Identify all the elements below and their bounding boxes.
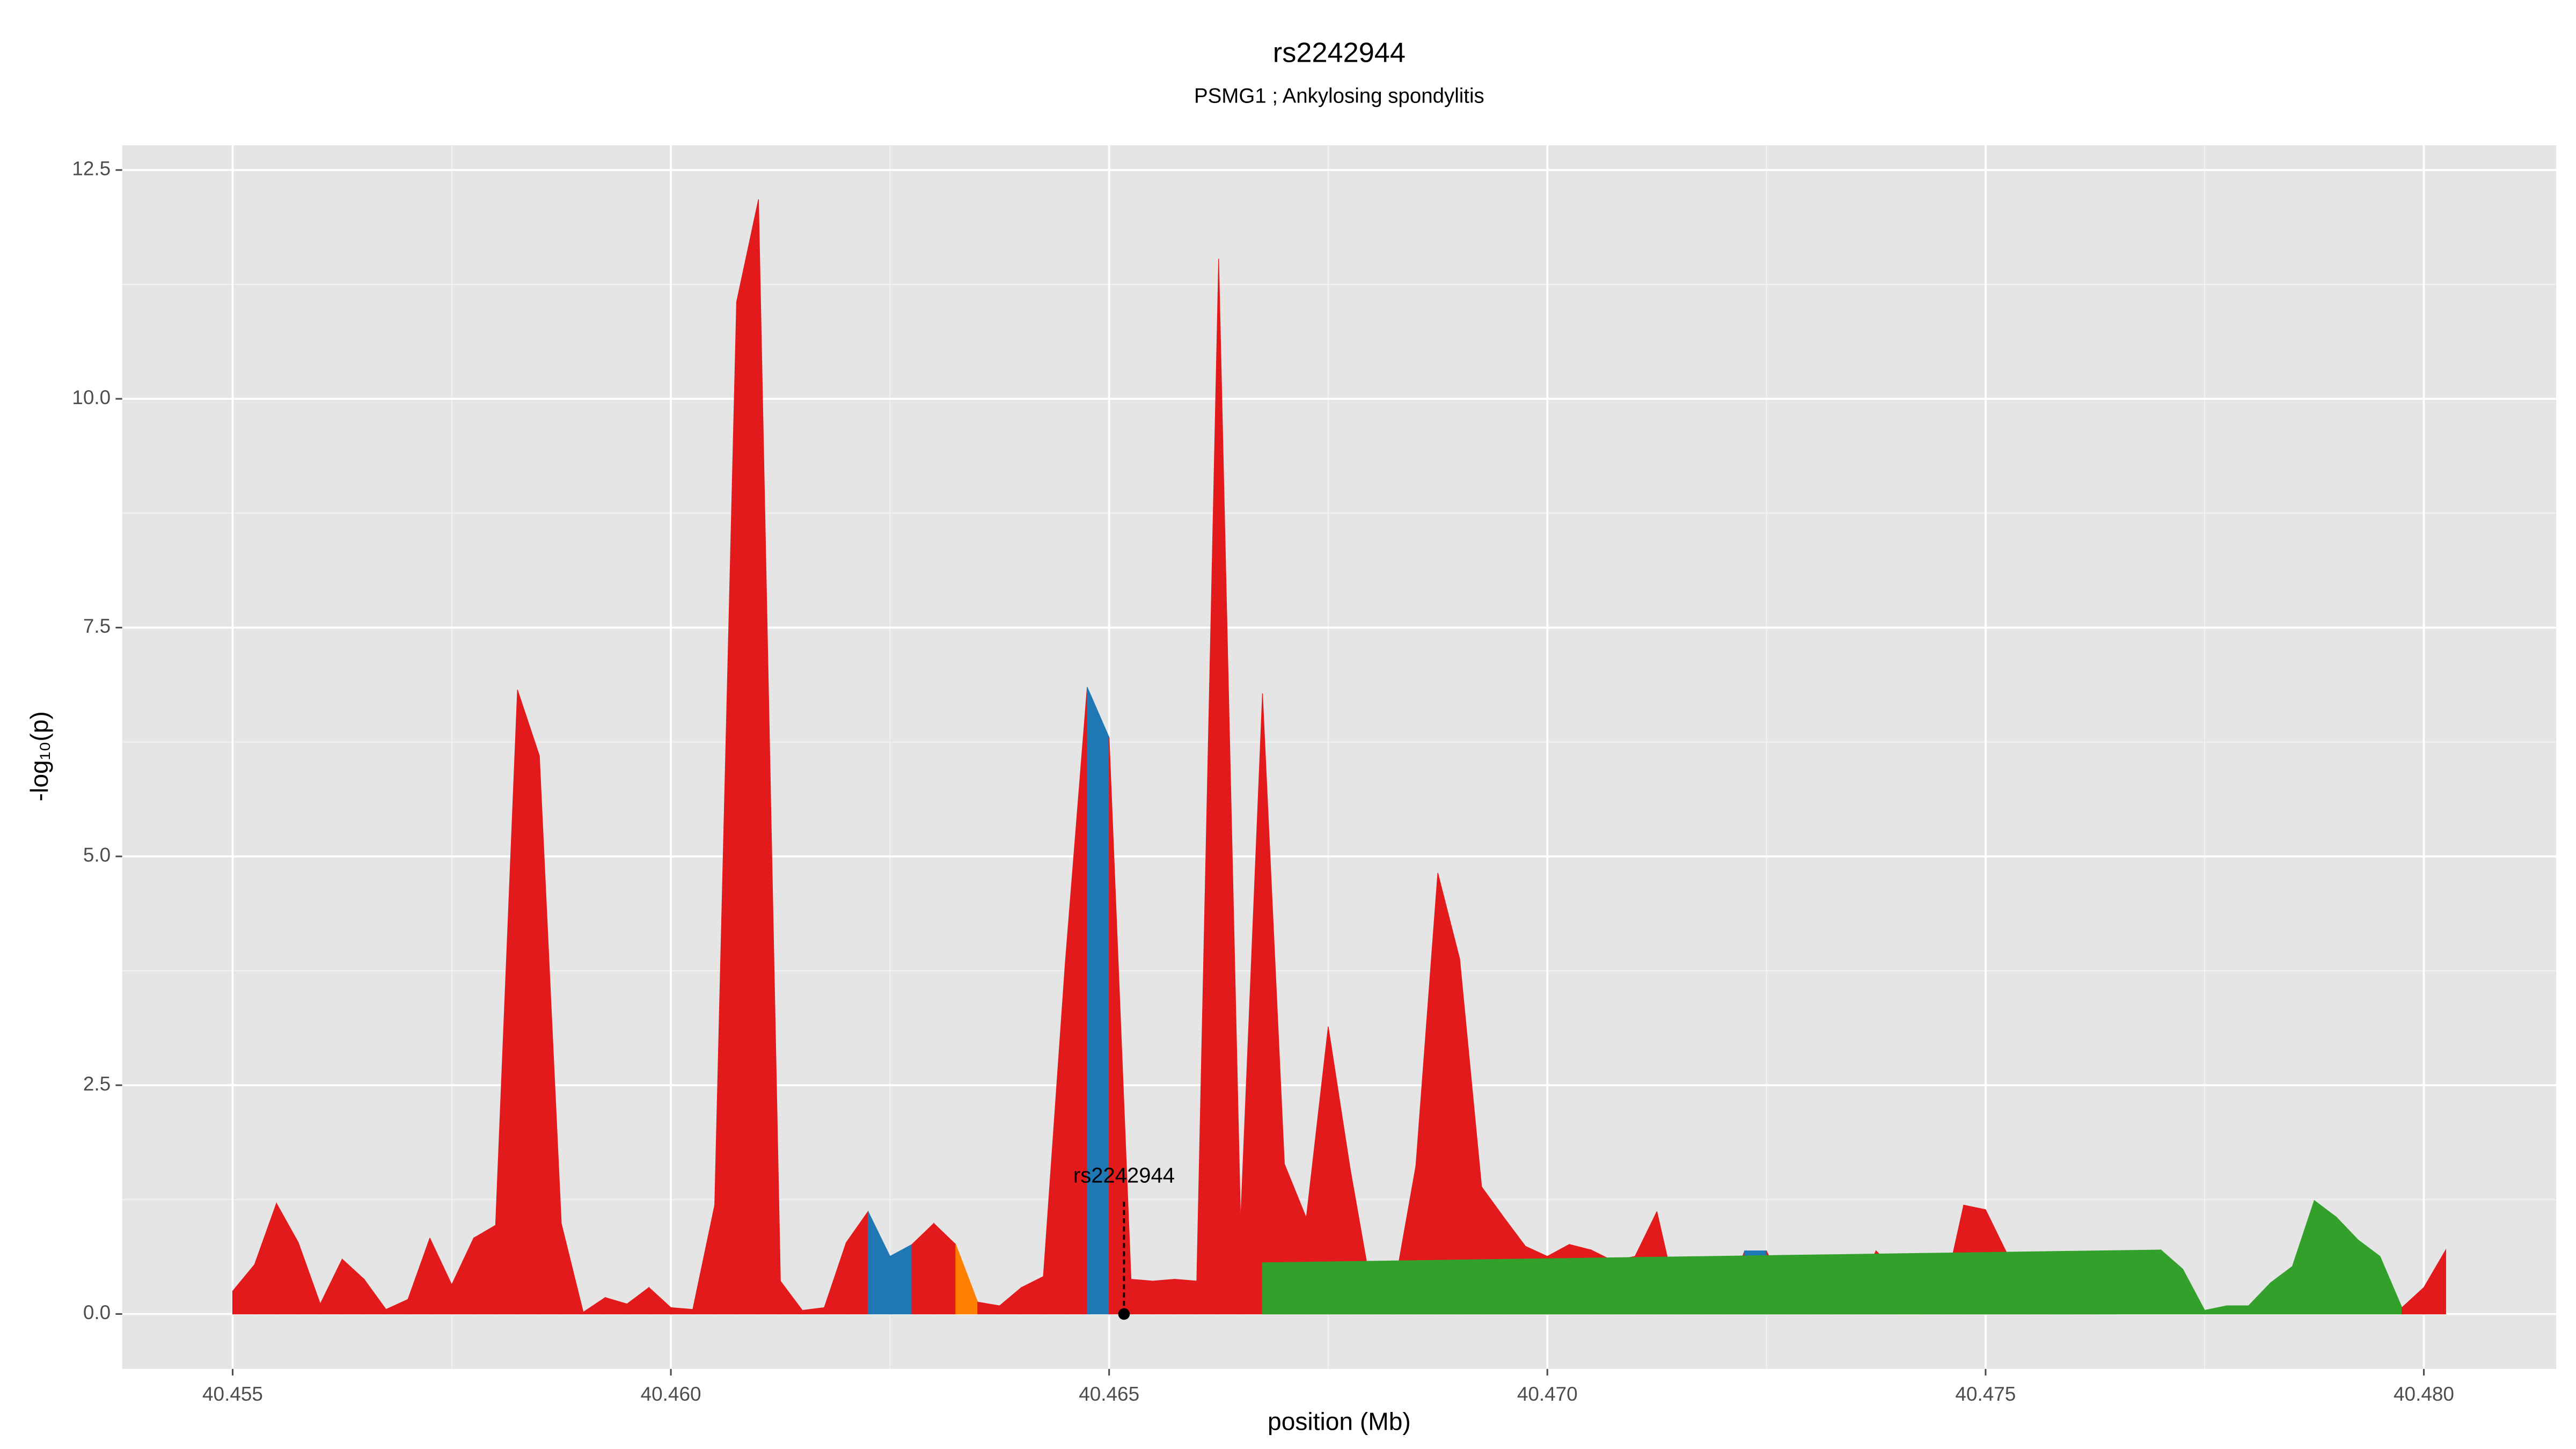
y-tick-label: 12.5 [72,158,111,180]
y-tick-label: 0.0 [83,1301,111,1323]
area-segment [2226,1305,2249,1315]
area-segment [2423,1248,2446,1315]
y-tick-label: 2.5 [83,1073,111,1095]
area-segment [1130,1278,1153,1315]
area-segment [1152,1278,1175,1315]
area-segment [1087,687,1110,1315]
y-tick-label: 5.0 [83,844,111,866]
annotation-label: rs2242944 [1073,1164,1175,1188]
area-segment [1174,1278,1197,1315]
area-segment [736,199,759,1315]
area-segment [889,1243,912,1315]
chart-subtitle: PSMG1 ; Ankylosing spondylitis [1194,85,1484,108]
x-tick-label: 40.475 [1955,1383,2016,1405]
area-segment [517,690,540,1315]
x-tick-label: 40.455 [202,1383,263,1405]
chart-title: rs2242944 [1273,37,1406,68]
x-tick-label: 40.465 [1079,1383,1139,1405]
x-tick-label: 40.470 [1517,1383,1578,1405]
area-segment [473,1224,496,1315]
x-tick-label: 40.460 [641,1383,701,1405]
y-axis-label: -log₁₀(p) [25,711,53,801]
annotation-point [1118,1308,1130,1320]
y-tick-label: 10.0 [72,386,111,408]
area-segment [2314,1199,2337,1315]
x-tick-label: 40.480 [2394,1383,2454,1405]
x-axis-label: position (Mb) [1268,1407,1411,1435]
y-tick-label: 7.5 [83,615,111,637]
